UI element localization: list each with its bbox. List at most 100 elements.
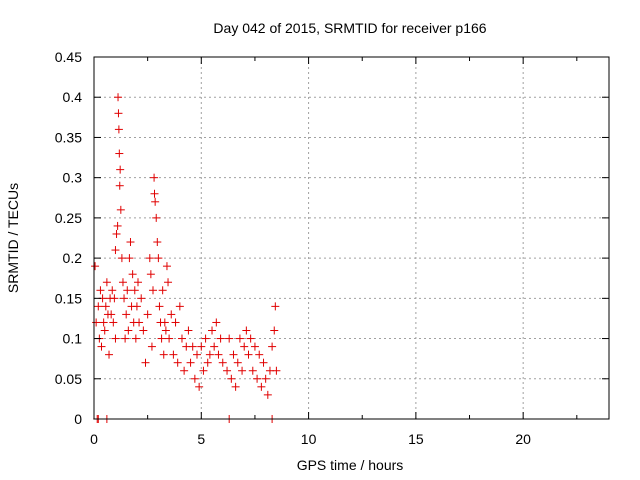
- data-point: [102, 278, 111, 287]
- data-point: [171, 318, 180, 327]
- data-point: [128, 270, 137, 279]
- data-point: [107, 310, 116, 319]
- data-point: [126, 238, 135, 247]
- data-point: [147, 342, 156, 351]
- data-point: [190, 374, 199, 383]
- y-tick-label: 0.3: [63, 170, 83, 186]
- data-point: [193, 350, 201, 359]
- data-point: [108, 286, 117, 295]
- y-tick-label: 0.1: [63, 331, 83, 347]
- data-point: [146, 270, 155, 279]
- data-point: [238, 366, 247, 375]
- data-point: [139, 326, 148, 335]
- data-point: [109, 318, 118, 327]
- data-point: [141, 358, 150, 367]
- data-point: [135, 318, 144, 327]
- y-tick-label: 0.45: [55, 49, 82, 65]
- data-point: [203, 358, 212, 367]
- data-point: [91, 262, 100, 271]
- data-point: [122, 310, 131, 319]
- data-point: [152, 213, 161, 222]
- data-point: [270, 326, 279, 335]
- data-point: [210, 342, 219, 351]
- data-point: [235, 334, 244, 343]
- data-point: [229, 350, 238, 359]
- data-point: [155, 302, 164, 311]
- data-point: [97, 342, 106, 351]
- data-point: [244, 350, 253, 359]
- data-point: [253, 374, 262, 383]
- data-point: [231, 382, 240, 391]
- data-point: [116, 205, 125, 214]
- data-point: [121, 334, 130, 343]
- data-point: [145, 254, 154, 263]
- data-point: [208, 326, 217, 335]
- data-point: [250, 342, 259, 351]
- data-point: [177, 334, 186, 343]
- data-point: [101, 302, 110, 311]
- data-point: [111, 246, 120, 255]
- data-point: [186, 358, 195, 367]
- y-tick-labels: 0 0.05 0.1 0.15 0.2 0.25 0.3 0.35 0.4 0.45: [55, 49, 82, 427]
- data-point: [158, 286, 167, 295]
- data-point: [133, 278, 142, 287]
- data-point: [160, 318, 169, 327]
- data-point: [161, 326, 170, 335]
- y-tick-label: 0.2: [63, 250, 83, 266]
- data-point: [100, 326, 109, 335]
- x-tick-labels: 0 5 10 15 20: [90, 431, 531, 447]
- data-point: [165, 334, 174, 343]
- data-point: [197, 342, 206, 351]
- x-tick-label: 5: [197, 431, 205, 447]
- data-point: [137, 294, 146, 303]
- data-point: [99, 318, 108, 327]
- data-point: [223, 366, 232, 375]
- data-point: [248, 366, 257, 375]
- data-point: [233, 358, 242, 367]
- data-point: [112, 229, 121, 238]
- data-point: [199, 366, 208, 375]
- y-tick-label: 0.15: [55, 290, 82, 306]
- data-point: [242, 326, 251, 335]
- data-point: [173, 358, 182, 367]
- data-point: [150, 189, 159, 198]
- data-point: [225, 334, 234, 343]
- data-point: [212, 318, 221, 327]
- data-point: [149, 286, 158, 295]
- data-point: [257, 382, 266, 391]
- data-point: [240, 342, 249, 351]
- chart-title: Day 042 of 2015, SRMTID for receiver p16…: [213, 20, 486, 36]
- data-point: [175, 302, 184, 311]
- data-point: [255, 350, 264, 359]
- data-point: [94, 302, 103, 311]
- axis-ticks: [93, 56, 609, 420]
- data-point: [115, 181, 124, 190]
- data-point: [125, 254, 134, 263]
- data-point: [246, 334, 255, 343]
- data-point: [118, 278, 127, 287]
- x-tick-label: 10: [301, 431, 317, 447]
- data-point: [259, 358, 268, 367]
- data-point: [164, 278, 173, 287]
- data-point: [153, 238, 162, 247]
- data-point: [261, 374, 270, 383]
- data-point: [180, 366, 189, 375]
- data-point: [271, 302, 280, 311]
- y-tick-label: 0.25: [55, 210, 82, 226]
- data-point: [272, 366, 281, 375]
- x-tick-label: 15: [408, 431, 424, 447]
- data-point: [151, 197, 160, 206]
- data-point: [120, 294, 129, 303]
- data-point: [195, 382, 204, 391]
- x-axis-label: GPS time / hours: [297, 457, 404, 473]
- data-point: [150, 173, 159, 182]
- y-tick-label: 0: [74, 411, 82, 427]
- data-point: [131, 334, 140, 343]
- y-axis-label: SRMTID / TECUs: [5, 183, 21, 293]
- data-point: [169, 350, 178, 359]
- plot-frame: [93, 56, 610, 420]
- data-point: [188, 342, 197, 351]
- data-point: [105, 350, 114, 359]
- data-point: [201, 334, 210, 343]
